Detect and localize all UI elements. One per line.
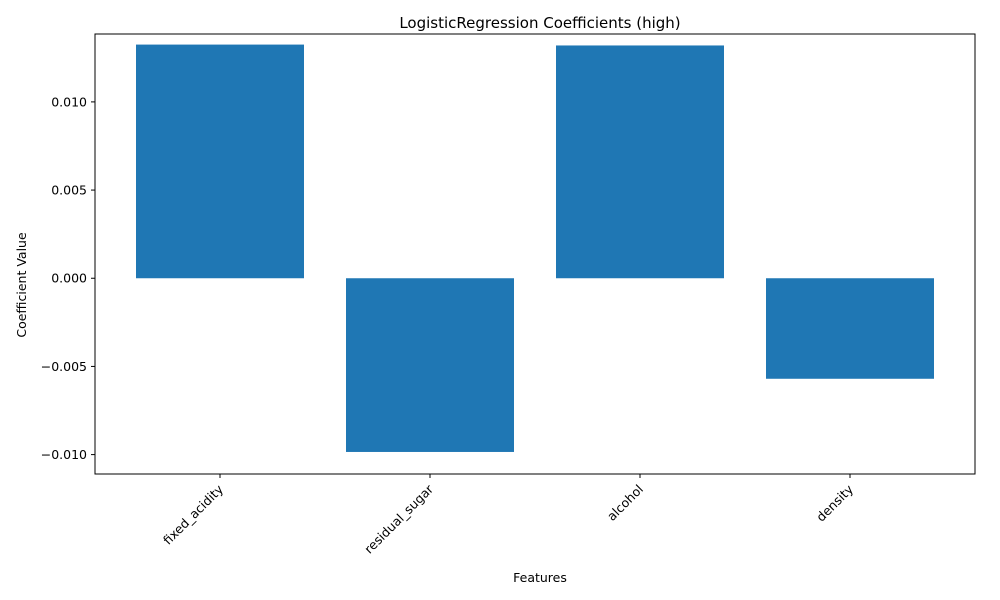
y-axis-ticks: −0.010 −0.005 0.000 0.005 0.010 [41,94,95,462]
x-axis-label: Features [513,570,567,585]
bar-alcohol [556,45,724,279]
chart-title: LogisticRegression Coefficients (high) [399,14,680,32]
bars-group [136,44,934,452]
x-tick-label: fixed_acidity [160,481,227,548]
bar-density [766,278,934,379]
y-tick-label: −0.005 [41,359,87,374]
y-tick-label: 0.005 [51,183,87,198]
y-tick-label: 0.000 [51,271,87,286]
x-axis-ticks: fixed_acidity residual_sugar alcohol densit… [160,474,857,556]
y-tick-label: −0.010 [41,447,87,462]
x-tick-label: residual_sugar [361,481,437,557]
y-tick-label: 0.010 [51,94,87,109]
bar-residual-sugar [346,278,514,452]
bar-fixed-acidity [136,44,304,279]
y-axis-label: Coefficient Value [14,232,29,338]
x-tick-label: alcohol [604,482,646,524]
plot-frame [94,33,976,475]
x-tick-label: density [813,481,856,524]
